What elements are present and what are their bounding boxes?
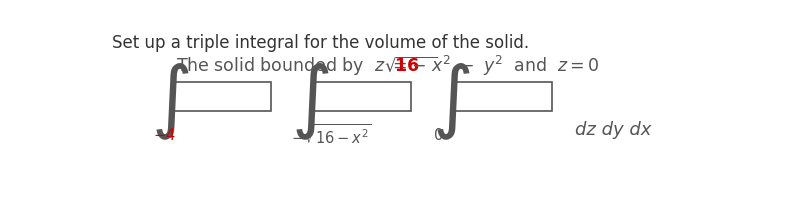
- Text: dz dy dx: dz dy dx: [575, 121, 652, 139]
- Bar: [455, 81, 552, 111]
- Text: $\int$: $\int$: [290, 61, 329, 142]
- Text: $\sqrt{\quad\quad}$: $\sqrt{\quad\quad}$: [383, 57, 437, 76]
- Text: $-\sqrt{16-x^2}$: $-\sqrt{16-x^2}$: [290, 123, 371, 147]
- Text: $\int$: $\int$: [151, 61, 190, 142]
- Text: $-4$: $-4$: [153, 127, 176, 143]
- Text: $-\ x^2\ -\ y^2$  and  $z = 0$: $-\ x^2\ -\ y^2$ and $z = 0$: [412, 54, 600, 78]
- Bar: [175, 81, 272, 111]
- Text: The solid bounded by  $z\ =\ $: The solid bounded by $z\ =\ $: [176, 55, 407, 77]
- Text: Set up a triple integral for the volume of the solid.: Set up a triple integral for the volume …: [113, 34, 530, 52]
- Text: $\bf{16}$: $\bf{16}$: [394, 57, 419, 75]
- Text: $0$: $0$: [433, 127, 444, 143]
- Bar: [314, 81, 411, 111]
- Text: $\int$: $\int$: [431, 61, 470, 142]
